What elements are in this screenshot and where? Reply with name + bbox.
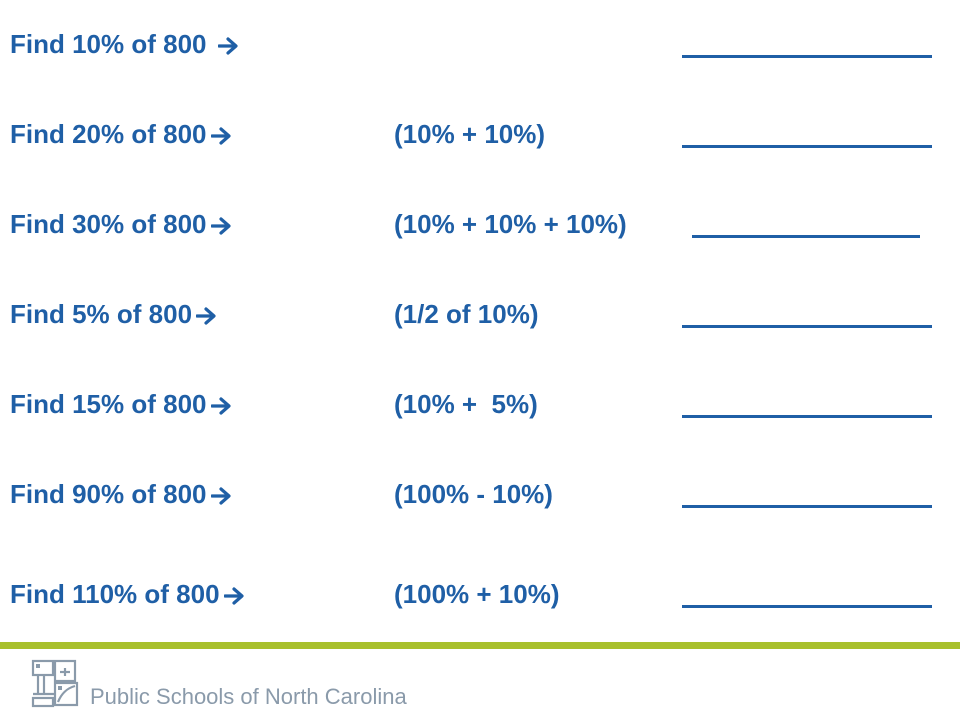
right-arrow-icon bbox=[223, 586, 246, 606]
hint-label: (10% + 10%) bbox=[394, 119, 546, 149]
hint-label: (10% + 5%) bbox=[394, 389, 538, 419]
problem-row: Find 30% of 800 (10% + 10% + 10%) bbox=[0, 204, 960, 244]
hint-label: (100% - 10%) bbox=[394, 479, 553, 509]
answer-blank[interactable] bbox=[692, 204, 920, 244]
answer-underline bbox=[692, 235, 920, 238]
answer-blank[interactable] bbox=[682, 574, 932, 614]
answer-underline bbox=[682, 505, 932, 508]
problem-row: Find 10% of 800 bbox=[0, 24, 960, 64]
answer-blank[interactable] bbox=[682, 384, 932, 424]
answer-blank[interactable] bbox=[682, 114, 932, 154]
hint-label: (100% + 10%) bbox=[394, 579, 560, 609]
answer-underline bbox=[682, 415, 932, 418]
problem-row: Find 20% of 800 (10% + 10%) bbox=[0, 114, 960, 154]
footer-org-name: Public Schools of North Carolina bbox=[90, 684, 407, 709]
answer-blank[interactable] bbox=[682, 294, 932, 334]
problem-label: Find 110% of 800 bbox=[10, 574, 246, 614]
hint-label: (1/2 of 10%) bbox=[394, 299, 539, 329]
problem-row: Find 90% of 800 (100% - 10%) bbox=[0, 474, 960, 514]
problem-label: Find 5% of 800 bbox=[10, 294, 218, 334]
right-arrow-icon bbox=[210, 216, 233, 236]
answer-underline bbox=[682, 55, 932, 58]
nc-public-schools-logo-icon bbox=[30, 658, 82, 710]
problem-label: Find 20% of 800 bbox=[10, 114, 233, 154]
answer-underline bbox=[682, 605, 932, 608]
right-arrow-icon bbox=[196, 306, 218, 326]
answer-blank[interactable] bbox=[682, 474, 932, 514]
problem-label: Find 90% of 800 bbox=[10, 474, 233, 514]
answer-blank[interactable] bbox=[682, 24, 932, 64]
problem-label: Find 30% of 800 bbox=[10, 204, 233, 244]
answer-underline bbox=[682, 325, 932, 328]
right-arrow-icon bbox=[217, 36, 240, 56]
problem-row: Find 110% of 800 (100% + 10%) bbox=[0, 574, 960, 614]
problem-label: Find 15% of 800 bbox=[10, 384, 233, 424]
problem-label: Find 10% of 800 bbox=[10, 24, 240, 64]
right-arrow-icon bbox=[210, 126, 233, 146]
right-arrow-icon bbox=[210, 396, 233, 416]
right-arrow-icon bbox=[210, 486, 233, 506]
hint-label: (10% + 10% + 10%) bbox=[394, 209, 627, 239]
answer-underline bbox=[682, 145, 932, 148]
problem-row: Find 15% of 800 (10% + 5%) bbox=[0, 384, 960, 424]
problem-row: Find 5% of 800 (1/2 of 10%) bbox=[0, 294, 960, 334]
footer-divider bbox=[0, 642, 960, 649]
